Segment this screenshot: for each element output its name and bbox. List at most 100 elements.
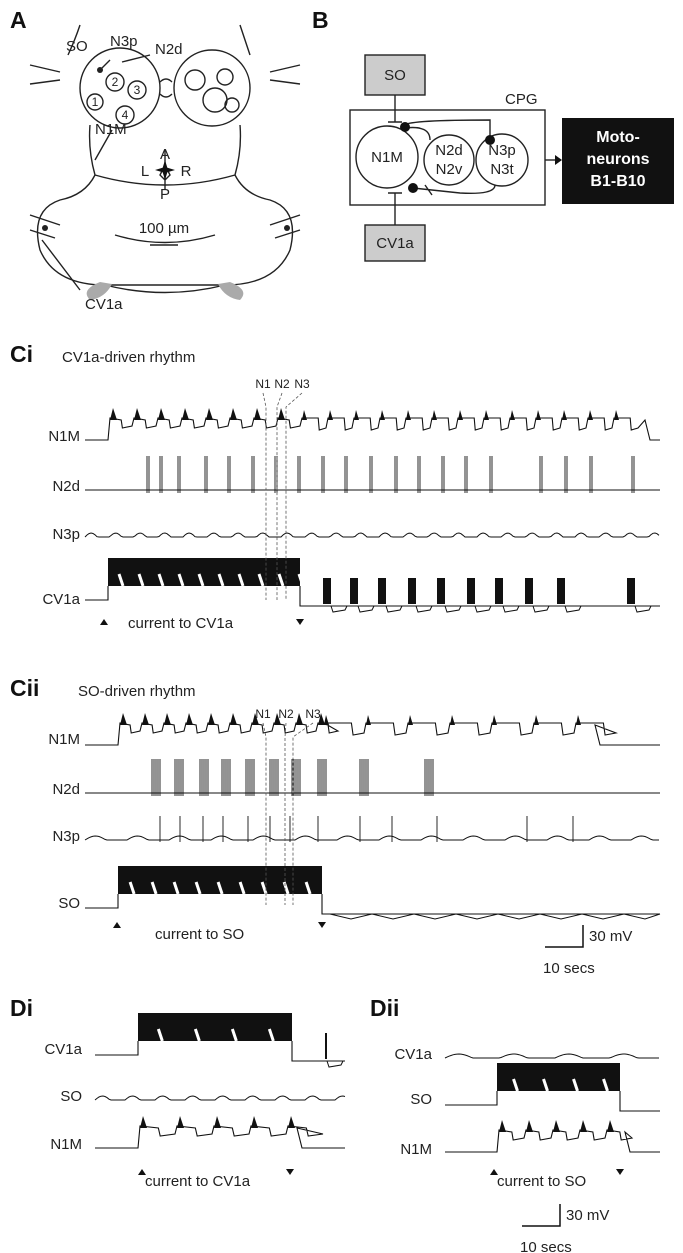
- spike-burst: [140, 1116, 295, 1128]
- neuron-number: 1: [92, 95, 99, 109]
- spikes: [146, 456, 635, 493]
- scale-bar: [522, 1204, 561, 1227]
- trace-label: N1M: [50, 1136, 82, 1153]
- spike-burst: [627, 578, 635, 604]
- scale-label: 100 µm: [139, 220, 189, 237]
- spike-burst: [557, 578, 565, 604]
- marker-line: [285, 392, 303, 600]
- node-so: SO: [384, 67, 406, 84]
- motoneuron-label: B1-B10: [590, 173, 645, 190]
- spikes: [159, 816, 574, 842]
- trace: [444, 1053, 659, 1059]
- marker-line: [284, 722, 287, 905]
- trace: [322, 913, 661, 920]
- panel-label: Cii: [10, 675, 39, 701]
- stimulus-label: current to CV1a: [145, 1173, 251, 1190]
- scale-bar: [545, 925, 584, 948]
- scale-label: 10 secs: [520, 1239, 572, 1253]
- panel-title: CV1a-driven rhythm: [62, 349, 195, 366]
- trace-label: N3p: [52, 828, 80, 845]
- stimulus-arrow: [138, 1169, 146, 1175]
- scale-label: 30 mV: [566, 1207, 609, 1224]
- stimulus-label: current to SO: [497, 1173, 586, 1190]
- node-n3: N3p: [488, 142, 516, 159]
- trace-label: CV1a: [42, 591, 80, 608]
- trace: [85, 417, 660, 441]
- trace-notch: [117, 573, 305, 587]
- panel-label: Ci: [10, 341, 33, 367]
- trace-label: N1M: [48, 428, 80, 445]
- circuit-diagram: [349, 54, 674, 262]
- spike-burst: [525, 578, 533, 604]
- spike-burst: [120, 713, 581, 725]
- node-n3: N3t: [490, 161, 514, 178]
- spike-burst: [350, 578, 358, 604]
- panel-label: Dii: [370, 995, 399, 1021]
- marker-line: [292, 722, 314, 905]
- label-cv1a: CV1a: [85, 296, 123, 313]
- orientation-label: R: [181, 163, 192, 180]
- label-n2d: N2d: [155, 41, 183, 58]
- spike-burst: [378, 578, 386, 604]
- trace: [84, 532, 660, 538]
- marker-label: N2: [274, 377, 290, 391]
- node-cv1a: CV1a: [376, 235, 414, 252]
- panel-title: SO-driven rhythm: [78, 683, 196, 700]
- panel-label: A: [10, 7, 27, 33]
- stimulus-burst: [138, 1013, 292, 1041]
- trace-notch: [128, 881, 312, 895]
- stimulus-arrow: [113, 922, 121, 928]
- panel-label: B: [312, 7, 329, 33]
- trace: [445, 1129, 660, 1153]
- spike-burst: [499, 1120, 614, 1132]
- marker-label: N3: [305, 707, 321, 721]
- spike-burst: [325, 1033, 327, 1059]
- stimulus-arrow: [616, 1169, 624, 1175]
- cpg-label: CPG: [505, 91, 538, 108]
- trace: [85, 586, 660, 607]
- trace-label: N2d: [52, 478, 80, 495]
- marker-line: [262, 722, 267, 905]
- marker-label: N3: [294, 377, 310, 391]
- marker-label: N1: [255, 707, 271, 721]
- trace-notch: [156, 1028, 275, 1042]
- trace-label: N2d: [52, 781, 80, 798]
- stimulus-arrow: [100, 619, 108, 625]
- stimulus-burst: [108, 558, 300, 586]
- orientation-label: A: [160, 146, 170, 163]
- spikes: [151, 759, 434, 796]
- node-n1m: N1M: [371, 149, 403, 166]
- trace-label: SO: [60, 1088, 82, 1105]
- trace: [94, 1095, 346, 1101]
- scale-label: 10 secs: [543, 960, 595, 977]
- node-n2: N2v: [436, 161, 463, 178]
- trace: [85, 722, 660, 746]
- trace-label: N1M: [48, 731, 80, 748]
- trace-label: SO: [410, 1091, 432, 1108]
- spike-burst: [408, 578, 416, 604]
- spike-burst: [437, 578, 445, 604]
- trace: [84, 835, 659, 841]
- stimulus-arrow: [490, 1169, 498, 1175]
- marker-label: N2: [278, 707, 294, 721]
- neuron-number: 4: [122, 108, 129, 122]
- spike-burst: [467, 578, 475, 604]
- trace-label: CV1a: [44, 1041, 82, 1058]
- spike-burst: [323, 578, 331, 604]
- neuron-number: 2: [112, 75, 119, 89]
- orientation-label: P: [160, 186, 170, 203]
- trace-notch: [512, 1078, 609, 1092]
- stimulus-arrow: [286, 1169, 294, 1175]
- trace-label: SO: [58, 895, 80, 912]
- marker-line: [262, 392, 267, 600]
- panel-label: Di: [10, 995, 33, 1021]
- orientation-label: L: [141, 163, 149, 180]
- neuron-number: 3: [134, 83, 141, 97]
- trace: [95, 1125, 345, 1149]
- trace: [85, 894, 660, 915]
- motoneuron-label: Moto-: [596, 129, 640, 146]
- spike-burst: [110, 408, 619, 420]
- trace-label: N3p: [52, 526, 80, 543]
- ganglion-drawing: [29, 24, 301, 300]
